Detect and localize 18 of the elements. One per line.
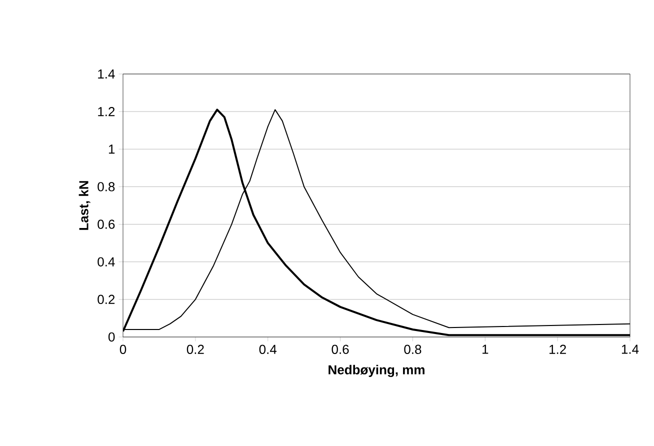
y-tick-label: 1 [108,144,115,154]
y-tick-label: 0 [108,332,115,342]
y-axis-title: Last, kN [78,181,90,230]
x-tick-label: 0 [120,344,126,354]
x-tick-label: 1.4 [622,344,639,354]
y-tick-label: 0.8 [98,182,115,192]
x-tick-label: 1 [482,344,488,354]
x-tick-label: 0.4 [259,344,277,354]
y-tick-label: 1.4 [98,70,115,78]
x-tick-label: 1.2 [550,344,566,354]
x-tick-label: 0.8 [404,344,422,354]
x-tick-label: 0.6 [332,344,349,354]
y-tick-label: 0.4 [98,257,115,266]
x-axis-title: Nedbøying, mm [328,364,424,378]
y-tick-label: 1.2 [98,107,115,116]
y-tick-label: 0.6 [98,220,115,229]
y-tick-label: 0.2 [98,294,115,304]
x-tick-label: 0.2 [186,344,204,354]
